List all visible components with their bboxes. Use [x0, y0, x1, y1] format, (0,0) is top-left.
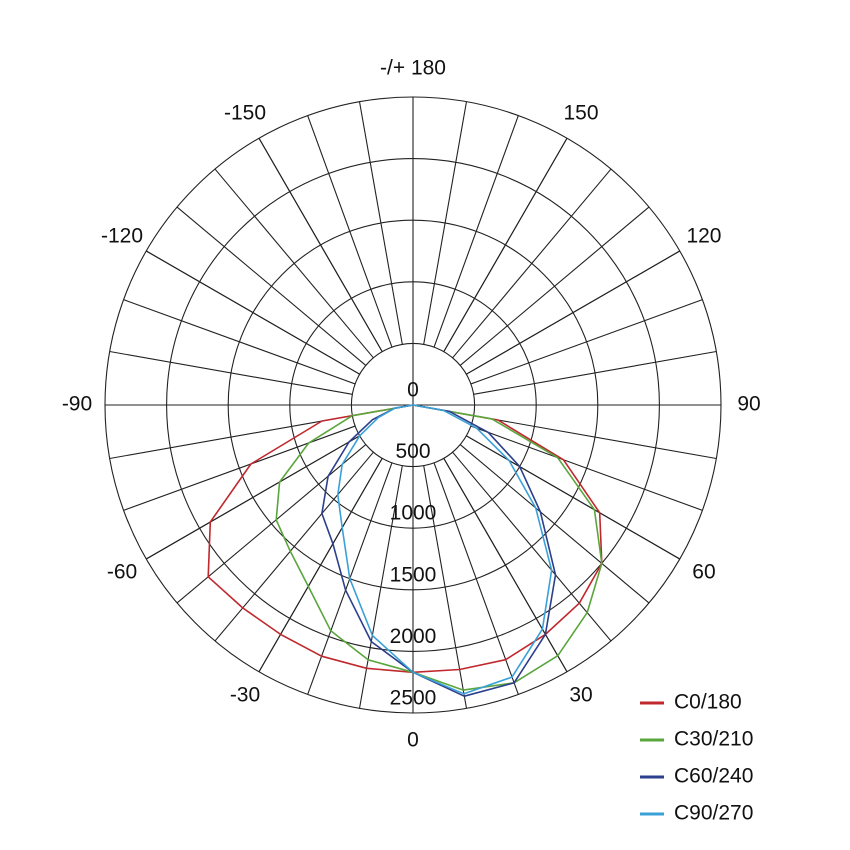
spoke — [459, 206, 650, 366]
spoke — [307, 115, 393, 348]
angle-tick-label: 30 — [569, 684, 592, 707]
angle-grid-line — [145, 435, 360, 560]
angle-grid-line — [443, 137, 568, 352]
angle-grid-line — [258, 458, 383, 673]
spoke — [452, 451, 612, 642]
angle-tick-label: -90 — [62, 393, 92, 416]
spoke — [423, 465, 468, 709]
legend-label: C90/270 — [674, 802, 753, 825]
legend-label: C0/180 — [674, 691, 742, 714]
spoke — [459, 444, 650, 604]
legend-label: C60/240 — [674, 765, 753, 788]
angle-grid-line — [466, 250, 681, 375]
intensity-curve — [337, 404, 553, 695]
angle-tick-label: -150 — [224, 102, 266, 125]
angle-tick-label: 90 — [737, 393, 760, 416]
spoke — [473, 415, 717, 460]
spoke — [123, 299, 356, 385]
spoke — [214, 168, 374, 359]
angle-grid-line — [145, 250, 360, 375]
angle-tick-label: 150 — [563, 102, 598, 125]
r-tick-label: 500 — [395, 440, 430, 463]
spoke — [470, 425, 703, 511]
r-tick-label: 2000 — [390, 625, 437, 648]
spoke — [423, 101, 468, 345]
angle-grid-line — [443, 458, 568, 673]
spoke — [433, 462, 519, 695]
legend-label: C30/210 — [674, 728, 753, 751]
grid — [104, 96, 722, 714]
angle-grid-line — [466, 435, 681, 560]
spoke — [470, 299, 703, 385]
angle-tick-label: -/+ 180 — [380, 57, 446, 80]
spoke — [452, 168, 612, 359]
angle-tick-label: 60 — [692, 561, 715, 584]
angle-tick-label: 0 — [407, 729, 419, 752]
r-tick-label: 1000 — [390, 502, 437, 525]
r-tick-label: 2500 — [390, 687, 437, 710]
legend: C0/180 C30/210 C60/240 C90/270 — [640, 691, 753, 825]
curves — [207, 404, 603, 697]
spoke — [214, 451, 374, 642]
spoke — [433, 115, 519, 348]
angle-tick-label: 120 — [686, 225, 721, 248]
r-tick-label: 0 — [407, 379, 419, 402]
spoke — [176, 206, 367, 366]
spoke — [123, 425, 356, 511]
angle-tick-label: -60 — [107, 561, 137, 584]
angle-grid-line — [258, 137, 383, 352]
r-tick-label: 1500 — [390, 563, 437, 586]
spoke — [358, 101, 403, 345]
spoke — [473, 350, 717, 395]
angle-tick-label: -120 — [101, 225, 143, 248]
spoke — [176, 444, 367, 604]
angle-tick-label: -30 — [230, 684, 260, 707]
spoke — [109, 350, 353, 395]
spoke — [109, 415, 353, 460]
labels: 0 500 1000 1500 2000 2500 0 30 60 90 120 150 -/+ 180… — [62, 57, 761, 752]
